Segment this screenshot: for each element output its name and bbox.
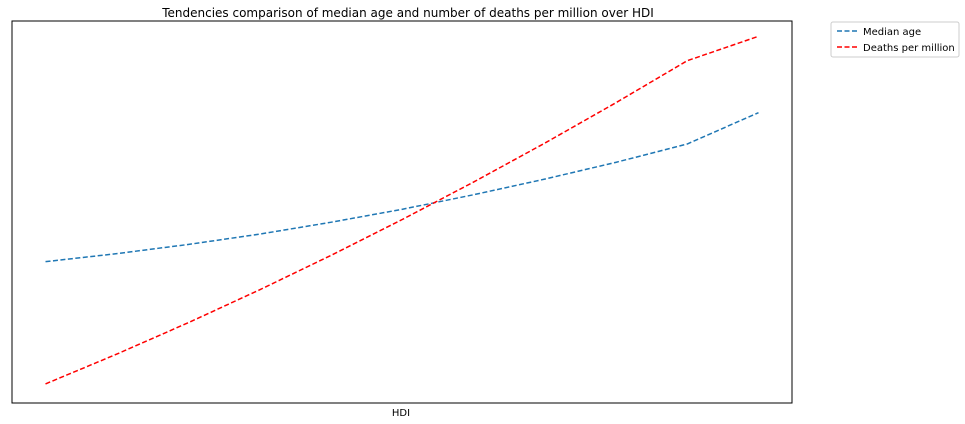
series-line-deaths-per-million (45, 35, 759, 385)
legend-label-deaths-per-million: Deaths per million (863, 43, 955, 54)
x-axis-label: HDI (392, 408, 410, 419)
series-line-median-age (45, 111, 759, 263)
series-layer (45, 35, 759, 385)
legend: Median age Deaths per million (830, 21, 960, 58)
legend-box (830, 21, 960, 58)
plot-area (11, 20, 793, 404)
chart-title: Tendencies comparison of median age and … (161, 6, 654, 20)
legend-label-median-age: Median age (863, 27, 921, 38)
